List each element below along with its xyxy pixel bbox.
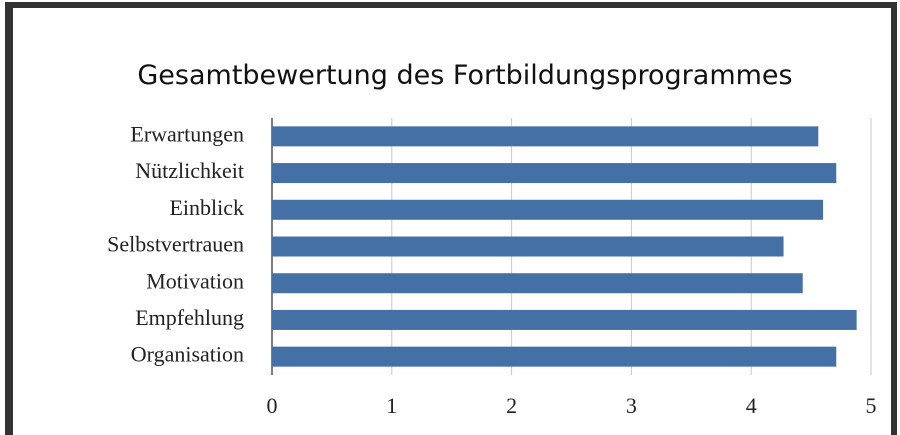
bar bbox=[272, 309, 857, 330]
bar bbox=[272, 273, 803, 294]
y-tick-label: Motivation bbox=[146, 268, 244, 293]
x-tick-label: 0 bbox=[267, 393, 278, 418]
y-tick-label: Selbstvertrauen bbox=[107, 232, 244, 257]
y-tick-label: Nützlichkeit bbox=[135, 158, 244, 183]
x-tick-label: 5 bbox=[866, 393, 877, 418]
frame-top bbox=[5, 2, 897, 8]
bar bbox=[272, 236, 784, 257]
x-tick-label: 1 bbox=[386, 393, 397, 418]
x-tick-label: 3 bbox=[626, 393, 637, 418]
y-tick-label: Erwartungen bbox=[130, 121, 244, 146]
y-tick-label: Einblick bbox=[169, 195, 244, 220]
bar bbox=[272, 199, 824, 220]
frame-left bbox=[5, 2, 13, 435]
bar bbox=[272, 346, 837, 367]
frame-right bbox=[891, 2, 897, 435]
x-tick-label: 4 bbox=[746, 393, 757, 418]
x-tick-label: 2 bbox=[506, 393, 517, 418]
y-tick-label: Organisation bbox=[131, 342, 244, 367]
bar bbox=[272, 163, 837, 184]
chart-title: Gesamtbewertung des Fortbildungsprogramm… bbox=[137, 60, 792, 91]
bar bbox=[272, 126, 819, 147]
y-tick-label: Empfehlung bbox=[135, 305, 244, 330]
